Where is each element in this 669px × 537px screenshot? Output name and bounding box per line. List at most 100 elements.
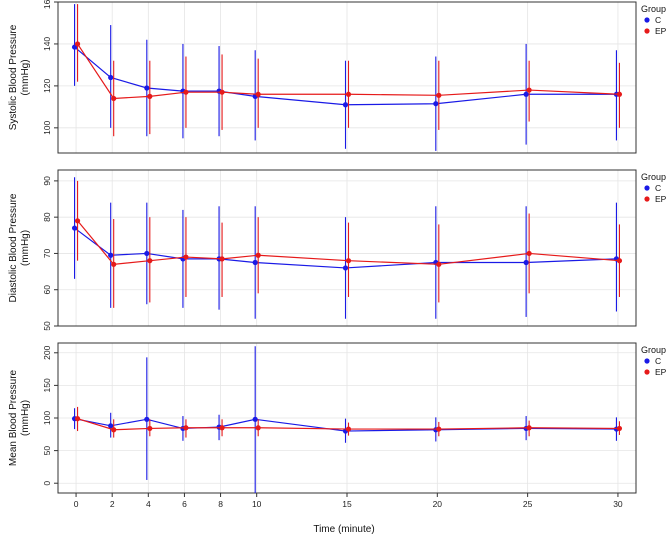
legend-marker-C	[644, 17, 650, 23]
x-tick-label: 0	[74, 499, 79, 509]
data-point	[345, 91, 352, 97]
legend-label-EP: EP	[655, 194, 667, 204]
series-line	[77, 220, 620, 265]
legend-marker-EP	[644, 196, 650, 202]
gridlines	[58, 343, 636, 493]
y-tick-label: 200	[42, 345, 52, 359]
data-point	[144, 250, 150, 257]
series-line	[74, 227, 617, 269]
legend-marker-C	[644, 185, 650, 191]
data-point	[523, 91, 529, 97]
data-point	[526, 87, 532, 93]
data-point	[526, 425, 532, 431]
y-tick-label: 60	[42, 285, 52, 295]
x-axis-title: Time (minute)	[313, 524, 374, 535]
data-point	[219, 425, 225, 431]
data-point	[144, 85, 150, 91]
y-axis-title: Diastolic Blood Pressure	[8, 193, 19, 302]
y-tick-label: 100	[42, 411, 52, 425]
y-tick-label: 150	[42, 378, 52, 392]
x-tick-label: 10	[252, 499, 262, 509]
data-point	[255, 425, 261, 431]
legend-label-C: C	[655, 15, 661, 25]
data-point	[108, 423, 114, 429]
legend-title: Group	[641, 345, 666, 355]
y-tick-label: 70	[42, 248, 52, 258]
series-EP	[74, 406, 623, 438]
data-point	[71, 225, 78, 231]
data-point	[74, 416, 81, 422]
legend-title: Group	[641, 4, 666, 14]
plot-frame	[57, 169, 637, 327]
data-point	[436, 261, 442, 267]
legend-label-EP: EP	[655, 367, 667, 377]
data-point	[616, 258, 623, 264]
y-tick-label: 140	[42, 37, 52, 51]
x-tick-label: 25	[523, 499, 533, 509]
data-point	[345, 258, 352, 264]
data-point	[219, 256, 225, 262]
y-axis: 50 60 70 80 90	[42, 176, 58, 331]
data-point	[147, 93, 153, 99]
data-point	[74, 41, 81, 47]
data-point	[342, 265, 349, 271]
y-tick-label: 160	[42, 0, 52, 9]
data-point	[616, 425, 623, 432]
data-point	[255, 91, 261, 97]
data-point	[183, 89, 189, 95]
data-point	[111, 261, 117, 267]
data-point	[616, 91, 623, 97]
plot-frame	[57, 1, 637, 154]
data-point	[108, 74, 114, 81]
data-point	[74, 218, 81, 224]
legend-title: Group	[641, 172, 666, 182]
y-tick-label: 50	[42, 446, 52, 456]
data-point	[219, 89, 225, 95]
y-axis-title: Mean Blood Pressure	[8, 369, 19, 466]
panel-2: 50 60 70 80 90 Diastolic Blood Pressure (mmHg)…	[8, 169, 667, 331]
x-tick-label: 8	[218, 499, 223, 509]
panel-1: 100 120 140 160 Systolic Blood Pressure (mmHg…	[8, 0, 667, 154]
data-point	[436, 92, 442, 98]
legend-marker-EP	[644, 28, 650, 34]
legend-marker-C	[644, 358, 650, 364]
data-point	[342, 102, 349, 108]
y-tick-label: 90	[42, 176, 52, 186]
data-point	[183, 425, 189, 431]
data-point	[111, 95, 117, 102]
data-point	[108, 252, 114, 258]
legend-label-C: C	[655, 183, 661, 193]
series-C	[71, 4, 620, 151]
y-tick-label: 50	[42, 321, 52, 331]
data-point	[255, 252, 261, 258]
data-point	[183, 254, 189, 260]
series-line	[74, 418, 617, 432]
series-EP	[74, 4, 623, 137]
legend-label-EP: EP	[655, 26, 667, 36]
x-tick-label: 4	[146, 499, 151, 509]
y-axis-title: (mmHg)	[20, 400, 31, 436]
data-point	[345, 426, 352, 432]
x-tick-label: 2	[110, 499, 115, 509]
y-axis-title: (mmHg)	[20, 230, 31, 266]
data-point	[147, 425, 153, 432]
x-axis: 0 2 4 6 8 10 15 20 25 30	[74, 493, 623, 509]
data-point	[147, 258, 153, 264]
series-line	[77, 43, 620, 100]
data-point	[523, 259, 529, 266]
series-C	[71, 177, 620, 319]
x-tick-label: 30	[613, 499, 623, 509]
series-line	[74, 46, 617, 106]
panel-3: 0 50 100 150 200 Mean Blood Pressure (mmHg) Gro…	[8, 342, 667, 494]
y-tick-label: 100	[42, 120, 52, 134]
y-axis: 100 120 140 160	[42, 0, 58, 135]
data-point	[144, 416, 150, 422]
y-tick-label: 120	[42, 79, 52, 93]
x-tick-label: 20	[433, 499, 443, 509]
x-tick-label: 6	[182, 499, 187, 509]
